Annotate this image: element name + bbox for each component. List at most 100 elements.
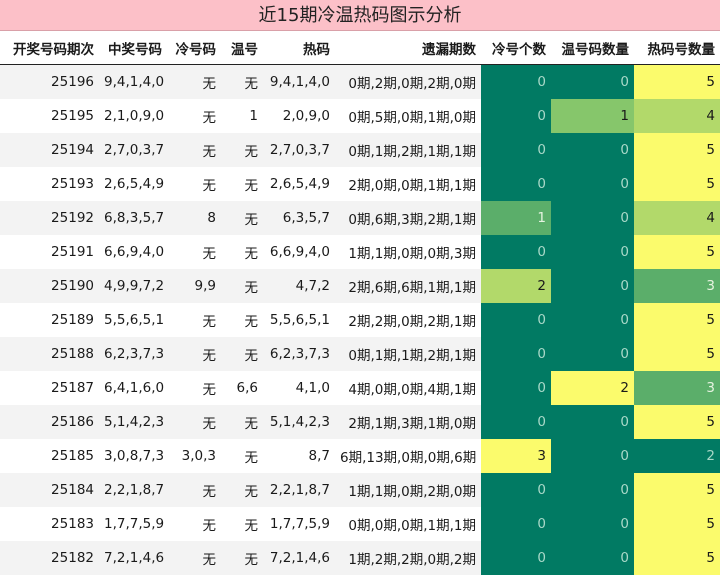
table-row: 25186 5,1,4,2,3 无无 5,1,4,2,3 2期,1期,3期,1期,0期 0…: [0, 405, 720, 439]
header-hot-number[interactable]: 热码: [263, 31, 335, 65]
cell-hot-number: 5,5,6,5,1: [263, 303, 335, 337]
cell-period: 25194: [0, 133, 99, 167]
cell-period: 25182: [0, 541, 99, 575]
header-warm-number[interactable]: 温号: [221, 31, 263, 65]
cell-warm-number: 无: [221, 269, 263, 303]
header-cold-count[interactable]: 冷号个数: [481, 31, 551, 65]
cell-hot-number: 7,2,1,4,6: [263, 541, 335, 575]
cell-warm-count: 0: [551, 405, 634, 439]
cell-hot-count: 4: [634, 201, 720, 235]
cell-warm-number: 无: [221, 507, 263, 541]
cell-warm-count: 0: [551, 167, 634, 201]
header-hot-count[interactable]: 热码号数量: [634, 31, 720, 65]
cell-cold-number: 无: [167, 99, 221, 133]
cell-period: 25183: [0, 507, 99, 541]
cell-warm-count: 0: [551, 64, 634, 99]
cell-warm-number: 无: [221, 405, 263, 439]
cell-hot-count: 5: [634, 337, 720, 371]
cell-hot-number: 6,6,9,4,0: [263, 235, 335, 269]
cell-hot-number: 4,1,0: [263, 371, 335, 405]
cell-cold-number: 无: [167, 541, 221, 575]
cell-warm-number: 无: [221, 235, 263, 269]
header-period[interactable]: 开奖号码期次: [0, 31, 99, 65]
cell-warm-number: 无: [221, 201, 263, 235]
cell-cold-count: 2: [481, 269, 551, 303]
cell-period: 25184: [0, 473, 99, 507]
cell-missing-periods: 2期,6期,6期,1期,1期: [335, 269, 481, 303]
cell-missing-periods: 2期,1期,3期,1期,0期: [335, 405, 481, 439]
cell-warm-count: 1: [551, 99, 634, 133]
cell-cold-count: 0: [481, 133, 551, 167]
cell-warm-count: 0: [551, 303, 634, 337]
cell-cold-count: 0: [481, 64, 551, 99]
cell-cold-count: 0: [481, 405, 551, 439]
cell-period: 25185: [0, 439, 99, 473]
table-row: 25191 6,6,9,4,0 无无 6,6,9,4,0 1期,1期,0期,0期,3期 0…: [0, 235, 720, 269]
cell-cold-count: 0: [481, 235, 551, 269]
cell-hot-number: 8,7: [263, 439, 335, 473]
cell-cold-number: 无: [167, 371, 221, 405]
cell-hot-number: 2,7,0,3,7: [263, 133, 335, 167]
cell-winning-number: 3,0,8,7,3: [99, 439, 167, 473]
cell-winning-number: 2,7,0,3,7: [99, 133, 167, 167]
cell-hot-count: 4: [634, 99, 720, 133]
cell-missing-periods: 1期,2期,2期,0期,2期: [335, 541, 481, 575]
cell-cold-number: 3,0,3: [167, 439, 221, 473]
cell-winning-number: 7,2,1,4,6: [99, 541, 167, 575]
cell-missing-periods: 0期,5期,0期,1期,0期: [335, 99, 481, 133]
cell-hot-count: 5: [634, 133, 720, 167]
cell-warm-number: 无: [221, 541, 263, 575]
cell-winning-number: 5,5,6,5,1: [99, 303, 167, 337]
cell-missing-periods: 0期,0期,0期,1期,1期: [335, 507, 481, 541]
cell-hot-count: 2: [634, 439, 720, 473]
cell-period: 25191: [0, 235, 99, 269]
cell-hot-count: 5: [634, 235, 720, 269]
cell-missing-periods: 0期,2期,0期,2期,0期: [335, 64, 481, 99]
table-row: 25188 6,2,3,7,3 无无 6,2,3,7,3 0期,1期,1期,2期,1期 0…: [0, 337, 720, 371]
cell-warm-count: 0: [551, 541, 634, 575]
cell-missing-periods: 0期,6期,3期,2期,1期: [335, 201, 481, 235]
cell-warm-number: 无: [221, 439, 263, 473]
cell-cold-number: 无: [167, 167, 221, 201]
table-row: 25185 3,0,8,7,3 3,0,3 无 8,7 6期,13期,0期,0期,6期 3 0…: [0, 439, 720, 473]
header-cold-number[interactable]: 冷号码: [167, 31, 221, 65]
cell-cold-count: 0: [481, 507, 551, 541]
cell-cold-number: 9,9: [167, 269, 221, 303]
cell-warm-number: 6,6: [221, 371, 263, 405]
cell-missing-periods: 0期,1期,2期,1期,1期: [335, 133, 481, 167]
analysis-table: 开奖号码期次 中奖号码 冷号码 温号 热码 遗漏期数 冷号个数 温号码数量 热码…: [0, 31, 720, 575]
cell-winning-number: 2,2,1,8,7: [99, 473, 167, 507]
cell-winning-number: 6,6,9,4,0: [99, 235, 167, 269]
table-row: 25195 2,1,0,9,0 无 1 2,0,9,0 0期,5期,0期,1期,0期 0 1 4: [0, 99, 720, 133]
header-warm-count[interactable]: 温号码数量: [551, 31, 634, 65]
cell-missing-periods: 4期,0期,0期,4期,1期: [335, 371, 481, 405]
cell-cold-count: 0: [481, 473, 551, 507]
table-row: 25184 2,2,1,8,7 无无 2,2,1,8,7 1期,1期,0期,2期,0期 0…: [0, 473, 720, 507]
cell-missing-periods: 6期,13期,0期,0期,6期: [335, 439, 481, 473]
header-winning-number[interactable]: 中奖号码: [99, 31, 167, 65]
cell-winning-number: 1,7,7,5,9: [99, 507, 167, 541]
cell-hot-count: 5: [634, 507, 720, 541]
cell-cold-count: 0: [481, 541, 551, 575]
cell-hot-number: 2,6,5,4,9: [263, 167, 335, 201]
cell-warm-number: 无: [221, 133, 263, 167]
cell-warm-count: 0: [551, 133, 634, 167]
cell-cold-number: 无: [167, 303, 221, 337]
header-missing-periods[interactable]: 遗漏期数: [335, 31, 481, 65]
cell-winning-number: 2,1,0,9,0: [99, 99, 167, 133]
cell-missing-periods: 2期,0期,0期,1期,1期: [335, 167, 481, 201]
page-title: 近15期冷温热码图示分析: [0, 0, 720, 31]
cell-warm-count: 0: [551, 201, 634, 235]
cell-warm-count: 2: [551, 371, 634, 405]
cell-period: 25189: [0, 303, 99, 337]
table-row: 25189 5,5,6,5,1 无无 5,5,6,5,1 2期,2期,0期,2期,1期 0…: [0, 303, 720, 337]
cell-missing-periods: 0期,1期,1期,2期,1期: [335, 337, 481, 371]
cell-period: 25187: [0, 371, 99, 405]
cell-hot-count: 3: [634, 371, 720, 405]
cell-missing-periods: 1期,1期,0期,2期,0期: [335, 473, 481, 507]
cell-cold-number: 无: [167, 507, 221, 541]
cell-hot-number: 6,3,5,7: [263, 201, 335, 235]
cell-cold-count: 0: [481, 371, 551, 405]
cell-hot-number: 4,7,2: [263, 269, 335, 303]
cell-cold-number: 无: [167, 473, 221, 507]
